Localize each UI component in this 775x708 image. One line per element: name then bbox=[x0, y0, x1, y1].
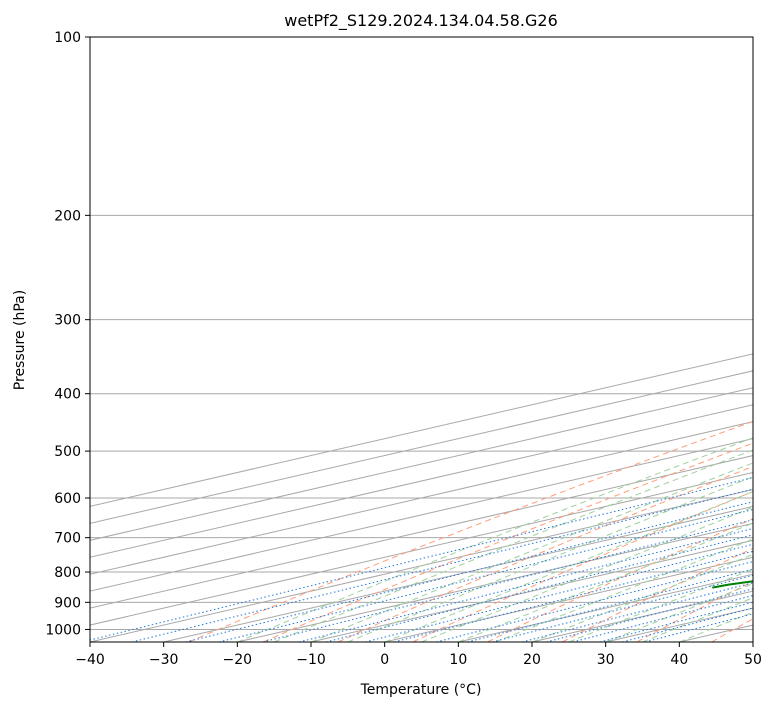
isotherm-line bbox=[90, 488, 753, 642]
x-tick-label: −40 bbox=[75, 652, 105, 668]
isobar-grid bbox=[90, 37, 753, 630]
y-tick-label: 500 bbox=[54, 444, 81, 460]
mixing-ratio-line bbox=[262, 519, 753, 642]
moist-adiabat-line bbox=[274, 449, 753, 642]
isotherm-line bbox=[90, 455, 753, 609]
y-tick-label: 200 bbox=[54, 208, 81, 224]
moist-adiabat-line bbox=[421, 506, 753, 642]
dry-adiabat-line bbox=[263, 442, 753, 642]
mixing-ratio-line bbox=[645, 613, 753, 642]
isotherm-line bbox=[90, 404, 753, 558]
mixing-ratio-line bbox=[218, 508, 753, 642]
y-axis-ticks: 100 200 300 400 500 600 700 800 900 1000 bbox=[45, 30, 90, 638]
mixing-ratio-line bbox=[90, 477, 753, 641]
moist-adiabat-line bbox=[605, 583, 753, 642]
isotherm-line bbox=[90, 421, 753, 575]
y-tick-label: 100 bbox=[54, 30, 81, 46]
dry-adiabat-line bbox=[562, 547, 753, 642]
x-tick-label: −20 bbox=[223, 652, 253, 668]
plot-frame bbox=[89, 36, 754, 643]
mixing-ratio-line bbox=[299, 527, 753, 642]
isotherm-grid bbox=[90, 353, 753, 642]
x-tick-label: 0 bbox=[380, 652, 389, 668]
isotherm-line bbox=[90, 471, 753, 626]
y-tick-label: 400 bbox=[54, 387, 81, 403]
mixing-ratio-line bbox=[436, 561, 753, 642]
mixing-ratio-line bbox=[622, 607, 753, 642]
x-tick-label: −10 bbox=[296, 652, 326, 668]
moist-adiabat-line bbox=[237, 437, 753, 642]
mixing-ratio-line bbox=[365, 543, 753, 642]
x-tick-label: 40 bbox=[670, 652, 688, 668]
x-tick-label: −30 bbox=[149, 652, 179, 668]
x-tick-label: 30 bbox=[597, 652, 615, 668]
dry-adiabat-line bbox=[337, 465, 753, 642]
y-tick-label: 600 bbox=[54, 491, 81, 507]
isotherm-line bbox=[310, 539, 753, 642]
x-axis-label: Temperature (°C) bbox=[360, 682, 482, 698]
y-tick-label: 800 bbox=[54, 565, 81, 581]
x-tick-label: 50 bbox=[744, 652, 762, 668]
moist-adiabat-line bbox=[347, 476, 753, 642]
isotherm-line bbox=[237, 522, 753, 642]
x-tick-label: 10 bbox=[449, 652, 467, 668]
y-tick-label: 1000 bbox=[45, 622, 81, 638]
dry-adiabats bbox=[188, 420, 753, 642]
x-tick-label: 20 bbox=[523, 652, 541, 668]
moist-adiabat-line bbox=[531, 553, 753, 642]
x-axis-ticks: −40 −30 −20 −10 0 10 20 30 40 50 bbox=[75, 642, 762, 668]
chart-title: wetPf2_S129.2024.134.04.58.G26 bbox=[284, 11, 558, 31]
moist-adiabat-line bbox=[642, 597, 753, 642]
mixing-ratio-lines bbox=[90, 477, 753, 642]
y-tick-label: 300 bbox=[54, 313, 81, 329]
moist-adiabat-line bbox=[458, 522, 753, 642]
isotherm-line bbox=[163, 505, 753, 642]
y-tick-label: 900 bbox=[54, 595, 81, 611]
plot-area: 0.10.20.40.611.5234681013162025303610203… bbox=[90, 37, 753, 642]
isotherm-line bbox=[90, 438, 753, 592]
moist-adiabat-line bbox=[310, 462, 753, 642]
y-tick-label: 700 bbox=[54, 531, 81, 547]
mixing-ratio-line bbox=[325, 534, 753, 642]
moist-adiabat-line bbox=[568, 568, 753, 642]
moist-adiabats bbox=[237, 437, 753, 642]
y-axis-label: Pressure (hPa) bbox=[12, 290, 28, 390]
moist-adiabat-line bbox=[495, 538, 753, 642]
mixing-ratio-line bbox=[185, 501, 753, 642]
dry-adiabat-line bbox=[487, 518, 753, 642]
